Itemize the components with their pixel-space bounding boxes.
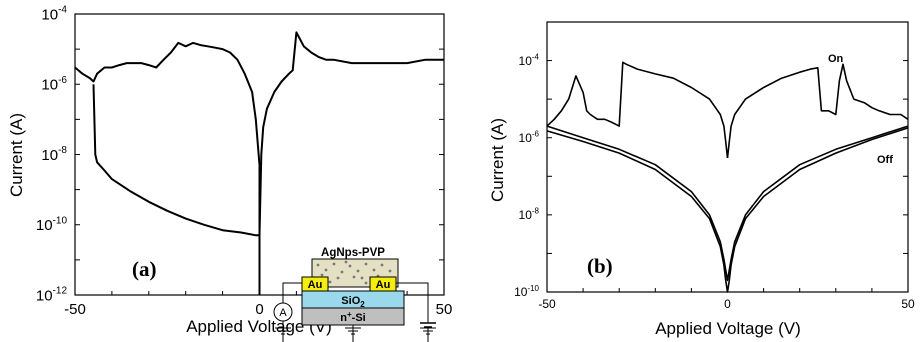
series-line-a-2 xyxy=(92,84,260,237)
nanoparticle-dot xyxy=(356,269,360,273)
nanoparticle-dot xyxy=(364,281,368,285)
x-axis-label-b: Applied Voltage (V) xyxy=(655,319,801,338)
left-wire xyxy=(282,282,302,303)
y-axis-label-b: Current (A) xyxy=(488,118,507,202)
x-axis-label-a: Applied Voltage (V) xyxy=(186,317,332,336)
y-ticks-b: 10-10 10-8 10-6 10-4 xyxy=(514,21,908,299)
nanoparticle-dot xyxy=(364,262,368,266)
annotation-on: On xyxy=(828,53,844,65)
chart-panel-b: 10-10 10-8 10-6 10-4 -50 0 50 Applied Voltage… xyxy=(488,21,915,338)
x-tick-label: 0 xyxy=(724,297,731,311)
series-line-a-1 xyxy=(74,41,261,166)
nanoparticle-dot xyxy=(380,263,384,267)
x-tick-label: 50 xyxy=(901,297,915,311)
sio2-label: SiO2 xyxy=(341,295,365,309)
y-tick-label: 10-4 xyxy=(519,52,540,67)
chart-panel-a: 10-12 10-10 10-8 10-6 10-4 -50 0 50 Applied Vo… xyxy=(7,5,452,342)
y-axis-label-a: Current (A) xyxy=(7,113,26,197)
nanoparticle-dot xyxy=(324,268,328,272)
series-line-a-3 xyxy=(258,31,444,236)
nanoparticle-dot xyxy=(344,260,348,264)
nanoparticle-dots xyxy=(316,260,392,285)
ammeter-symbol xyxy=(273,302,293,322)
series-line-b-2 xyxy=(726,63,909,158)
y-tick-label: 10-6 xyxy=(41,75,67,94)
y-tick-label: 10-4 xyxy=(41,5,67,24)
series-line-b-1 xyxy=(546,61,729,158)
y-tick-label: 10-10 xyxy=(514,284,539,299)
nanoparticle-dot xyxy=(328,280,332,284)
series-line-b-4 xyxy=(546,125,909,282)
x-ticks-b: -50 0 50 xyxy=(538,288,915,311)
nanoparticle-dot xyxy=(320,273,324,277)
x-tick-label: -50 xyxy=(538,297,556,311)
panel-label-b: (b) xyxy=(587,254,613,278)
x-tick-label: 50 xyxy=(436,301,453,318)
nanoparticle-dot xyxy=(348,264,352,268)
y-tick-label: 10-6 xyxy=(519,130,540,145)
y-ticks-a: 10-12 10-10 10-8 10-6 10-4 xyxy=(36,5,444,305)
series-line-b-3 xyxy=(546,127,909,293)
y-tick-label: 10-12 xyxy=(36,286,68,305)
panel-label-a: (a) xyxy=(132,257,157,281)
x-tick-label: 0 xyxy=(255,301,263,318)
nanoparticle-dot xyxy=(336,276,340,280)
series-group-a xyxy=(74,31,444,295)
left-electrode-label: Au xyxy=(308,279,323,291)
nanoparticle-dot xyxy=(388,269,392,273)
ammeter-label: A xyxy=(279,307,287,319)
nanoparticle-dot xyxy=(340,270,344,274)
substrate-label: n+-Si xyxy=(340,310,365,324)
nanoparticle-dot xyxy=(360,276,364,280)
nanoparticle-dot xyxy=(352,275,356,279)
series-group-b xyxy=(546,61,909,293)
nanoparticle-dot xyxy=(332,262,336,266)
y-tick-label: 10-8 xyxy=(41,145,67,164)
nanoparticle-dot xyxy=(372,268,376,272)
y-tick-label: 10-10 xyxy=(36,215,68,234)
x-tick-label: -50 xyxy=(64,301,86,318)
nanoparticle-dot xyxy=(316,263,320,267)
annotation-off: Off xyxy=(877,154,893,166)
y-tick-label: 10-8 xyxy=(519,207,540,222)
right-electrode-label: Au xyxy=(376,279,391,291)
right-wire xyxy=(396,282,429,323)
film-label: AgNps-PVP xyxy=(321,247,385,259)
